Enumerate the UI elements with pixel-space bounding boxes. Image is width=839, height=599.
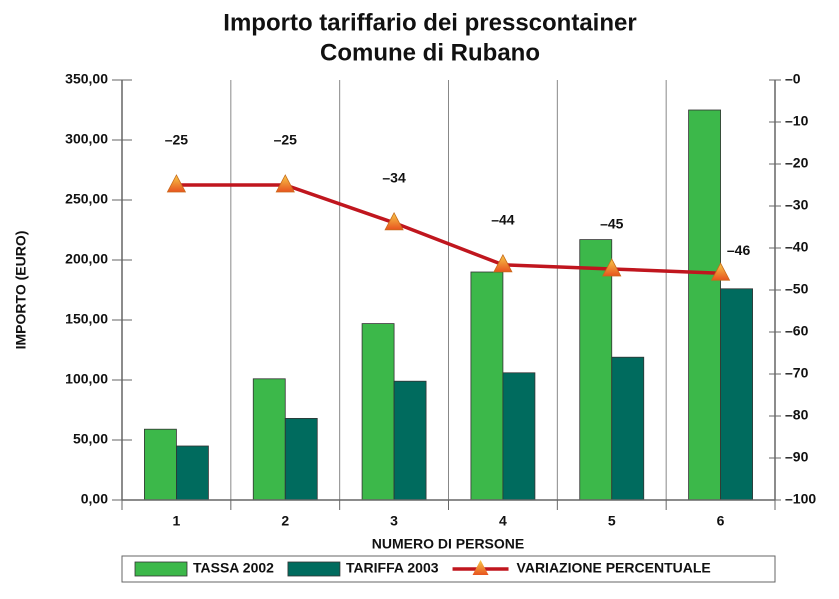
y-tick-label: 250,00	[65, 191, 108, 207]
x-tick-label: 6	[717, 513, 725, 529]
y2-tick-label: –60	[785, 323, 809, 339]
y2-tick-label: –40	[785, 239, 809, 255]
y2-tick-label: –90	[785, 449, 809, 465]
bar	[284, 417, 318, 501]
legend-label: TASSA 2002	[193, 560, 274, 576]
line-marker	[602, 258, 622, 277]
x-tick-label: 4	[499, 513, 507, 529]
legend-swatch	[287, 561, 341, 577]
y-tick-label: 350,00	[65, 71, 108, 87]
data-label: –34	[382, 170, 406, 186]
y-axis-label: IMPORTO (EURO)	[13, 231, 29, 350]
bar	[176, 445, 209, 501]
data-label: –45	[600, 216, 624, 232]
y-tick-label: 200,00	[65, 251, 108, 267]
y2-tick-label: –50	[785, 281, 809, 297]
line-marker	[710, 262, 731, 281]
bar	[720, 288, 753, 501]
x-axis-label: NUMERO DI PERSONE	[372, 536, 524, 552]
bar	[470, 271, 504, 501]
data-label: –44	[491, 212, 515, 228]
bar	[361, 323, 395, 501]
y2-tick-label: –0	[785, 71, 801, 87]
line-marker	[384, 211, 404, 231]
legend-swatch	[134, 561, 188, 577]
bar	[688, 109, 721, 501]
bar	[393, 380, 427, 501]
bar	[252, 378, 286, 501]
y2-tick-label: –80	[785, 407, 809, 423]
x-tick-label: 3	[390, 513, 398, 529]
line-marker	[493, 253, 513, 273]
y2-tick-label: –30	[785, 197, 809, 213]
x-tick-label: 5	[608, 513, 616, 529]
y-tick-label: 150,00	[65, 311, 108, 327]
y2-tick-label: –20	[785, 155, 809, 171]
line-marker	[275, 174, 295, 193]
y2-tick-label: –70	[785, 365, 809, 381]
legend-label: VARIAZIONE PERCENTUALE	[517, 560, 711, 576]
y2-tick-label: –100	[785, 491, 816, 507]
y-tick-label: 100,00	[65, 371, 108, 387]
data-label: –46	[727, 242, 751, 258]
legend-box	[121, 555, 776, 583]
legend-swatch	[472, 560, 489, 575]
bar	[144, 428, 177, 501]
x-tick-label: 1	[173, 513, 181, 529]
chart-subtitle: Comune di Rubano	[320, 39, 540, 66]
data-label: –25	[165, 132, 189, 148]
legend-label: TARIFFA 2003	[346, 560, 439, 576]
bar	[502, 372, 536, 501]
x-tick-label: 2	[281, 513, 289, 529]
bar	[611, 356, 645, 501]
line	[176, 183, 721, 275]
y-tick-label: 0,00	[81, 491, 108, 507]
data-label: –25	[274, 132, 298, 148]
y2-tick-label: –10	[785, 113, 809, 129]
chart-title: Importo tariffario dei presscontainer	[223, 9, 636, 36]
y-tick-label: 50,00	[73, 431, 108, 447]
y-tick-label: 300,00	[65, 131, 108, 147]
line-marker	[166, 174, 187, 193]
bar	[579, 239, 613, 501]
